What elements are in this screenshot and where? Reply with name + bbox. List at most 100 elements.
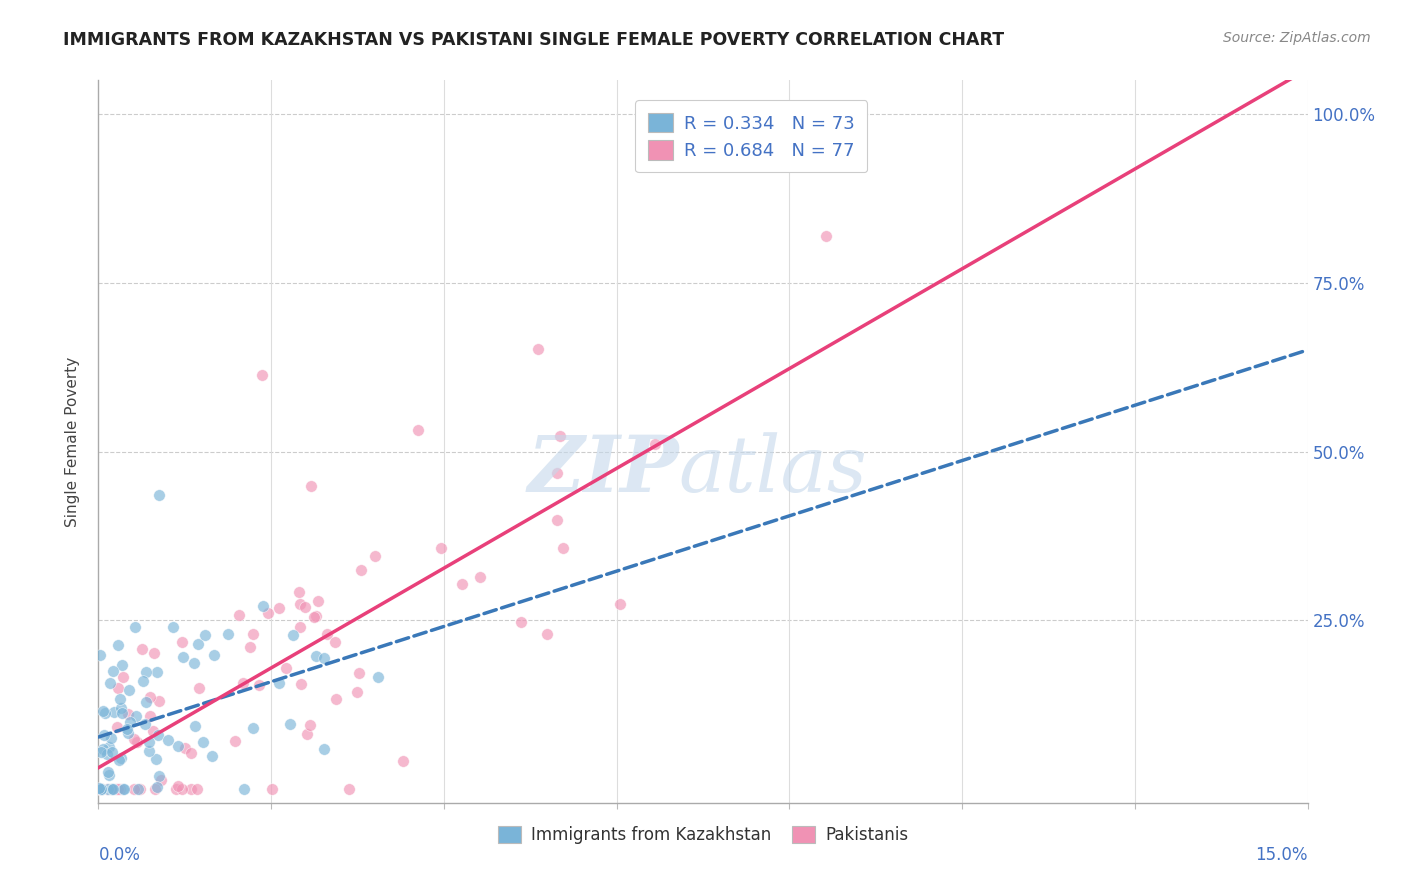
Point: [127, 782, 149, 797]
Point: [97, 765, 120, 780]
Point: [110, 700, 132, 714]
Text: 15.0%: 15.0%: [1256, 847, 1308, 864]
Point: [252, 599, 274, 613]
Point: [131, 642, 153, 657]
Point: [228, 608, 250, 623]
Point: [239, 640, 262, 654]
Point: [260, 782, 283, 797]
Point: [122, 731, 145, 746]
Point: [108, 753, 131, 767]
Point: [107, 782, 129, 797]
Point: [174, 740, 197, 755]
Point: [138, 744, 160, 758]
Point: [298, 718, 321, 732]
Point: [191, 735, 214, 749]
Point: [134, 717, 156, 731]
Point: [90, 782, 112, 797]
Point: [194, 628, 217, 642]
Point: [89, 782, 111, 797]
Point: [451, 576, 474, 591]
Point: [143, 782, 166, 797]
Point: [107, 681, 129, 695]
Point: [111, 670, 134, 684]
Point: [232, 676, 254, 690]
Point: [91, 741, 114, 756]
Text: 0.0%: 0.0%: [98, 847, 141, 864]
Point: [112, 782, 135, 797]
Point: [129, 782, 152, 797]
Point: [103, 705, 125, 719]
Point: [250, 368, 273, 382]
Point: [98, 739, 121, 754]
Point: [91, 782, 114, 797]
Point: [346, 685, 368, 699]
Point: [96, 747, 118, 762]
Point: [94, 706, 117, 720]
Point: [107, 720, 129, 734]
Point: [406, 423, 429, 437]
Point: [290, 597, 312, 611]
Point: [288, 585, 311, 599]
Point: [278, 717, 301, 731]
Point: [105, 782, 128, 797]
Point: [108, 691, 131, 706]
Point: [100, 675, 122, 690]
Point: [162, 620, 184, 634]
Point: [117, 726, 139, 740]
Y-axis label: Single Female Poverty: Single Female Poverty: [65, 357, 80, 526]
Point: [93, 728, 115, 742]
Point: [307, 594, 329, 608]
Point: [294, 600, 316, 615]
Point: [166, 739, 188, 754]
Point: [510, 615, 533, 629]
Point: [546, 513, 568, 527]
Text: ZIP: ZIP: [527, 433, 679, 508]
Point: [100, 731, 122, 745]
Point: [299, 479, 322, 493]
Point: [97, 782, 120, 797]
Point: [172, 650, 194, 665]
Point: [188, 681, 211, 695]
Point: [288, 620, 311, 634]
Point: [297, 727, 319, 741]
Point: [96, 782, 118, 797]
Point: [117, 707, 139, 722]
Point: [107, 638, 129, 652]
Point: [138, 735, 160, 749]
Point: [546, 467, 568, 481]
Point: [142, 723, 165, 738]
Point: [350, 563, 373, 577]
Point: [269, 676, 291, 690]
Point: [180, 746, 202, 760]
Point: [224, 733, 246, 747]
Point: [148, 488, 170, 502]
Point: [118, 682, 141, 697]
Text: Source: ZipAtlas.com: Source: ZipAtlas.com: [1223, 31, 1371, 45]
Point: [100, 745, 122, 759]
Point: [468, 570, 491, 584]
Point: [143, 647, 166, 661]
Point: [367, 670, 389, 684]
Point: [290, 677, 312, 691]
Point: [135, 665, 157, 679]
Point: [166, 779, 188, 793]
Point: [256, 607, 278, 621]
Point: [339, 782, 361, 797]
Point: [430, 541, 453, 555]
Point: [349, 666, 371, 681]
Point: [146, 728, 169, 742]
Point: [90, 782, 112, 797]
Point: [138, 690, 160, 704]
Text: atlas: atlas: [679, 433, 868, 508]
Point: [124, 620, 146, 634]
Point: [242, 626, 264, 640]
Point: [172, 635, 194, 649]
Point: [201, 748, 224, 763]
Point: [139, 709, 162, 723]
Point: [276, 661, 298, 675]
Point: [98, 768, 121, 782]
Text: IMMIGRANTS FROM KAZAKHSTAN VS PAKISTANI SINGLE FEMALE POVERTY CORRELATION CHART: IMMIGRANTS FROM KAZAKHSTAN VS PAKISTANI …: [63, 31, 1004, 49]
Point: [314, 741, 336, 756]
Point: [202, 648, 225, 662]
Point: [548, 429, 571, 443]
